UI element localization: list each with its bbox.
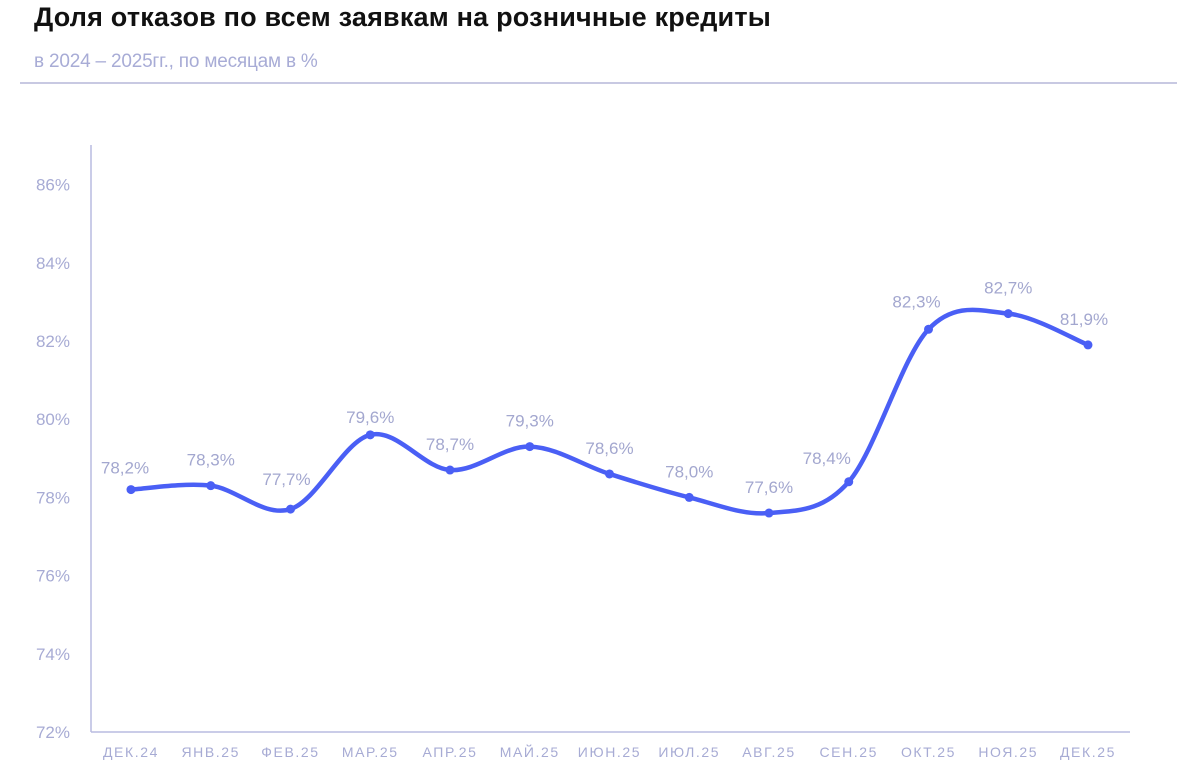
data-label: 77,6% bbox=[745, 478, 793, 497]
data-point-marker bbox=[365, 430, 375, 440]
x-tick-label: МАР.25 bbox=[342, 744, 399, 760]
data-point-marker bbox=[286, 504, 295, 514]
data-point-marker bbox=[206, 481, 216, 491]
x-tick-label: АПР.25 bbox=[423, 744, 478, 760]
data-point-marker bbox=[1003, 309, 1013, 319]
data-label: 78,3% bbox=[187, 451, 235, 470]
x-tick-label: ЯНВ.25 bbox=[181, 744, 240, 760]
data-label: 78,6% bbox=[585, 439, 633, 458]
data-label: 82,7% bbox=[984, 279, 1032, 298]
x-tick-labels: ДЕК.24 ЯНВ.25 ФЕВ.25 МАР.25 АПР.25 МАЙ.25 ИЮН.… bbox=[103, 743, 1116, 760]
data-label: 78,0% bbox=[665, 462, 713, 481]
header-divider bbox=[20, 82, 1177, 84]
y-tick-label: 86% bbox=[36, 176, 70, 195]
x-tick-label: ФЕВ.25 bbox=[261, 744, 319, 760]
data-point-marker bbox=[684, 492, 694, 502]
y-tick-label: 78% bbox=[36, 488, 70, 507]
data-point-marker bbox=[844, 477, 854, 487]
x-tick-label: ДЕК.24 bbox=[103, 744, 159, 760]
data-series: 78,2% 78,3% 77,7% 79,6% 78,7% 79,3% 78,6% 78,0%… bbox=[101, 279, 1108, 518]
y-tick-label: 80% bbox=[36, 410, 70, 429]
y-tick-label: 76% bbox=[36, 567, 70, 586]
data-point-marker bbox=[924, 324, 933, 334]
x-tick-label: НОЯ.25 bbox=[978, 744, 1038, 760]
chart-subtitle: в 2024 – 2025гг., по месяцам в % bbox=[34, 51, 318, 72]
x-tick-label: ДЕК.25 bbox=[1060, 744, 1116, 760]
y-tick-label: 82% bbox=[36, 332, 70, 351]
y-tick-label: 74% bbox=[36, 645, 70, 664]
x-tick-label: ИЮН.25 bbox=[578, 744, 641, 760]
y-tick-labels: 72% 74% 76% 78% 80% 82% 84% 86% bbox=[36, 176, 70, 742]
data-labels: 78,2% 78,3% 77,7% 79,6% 78,7% 79,3% 78,6% 78,0%… bbox=[101, 279, 1108, 497]
x-tick-label: ОКТ.25 bbox=[901, 744, 956, 760]
x-tick-label: АВГ.25 bbox=[742, 744, 796, 760]
data-point-marker bbox=[525, 442, 535, 452]
x-axis: ДЕК.24 ЯНВ.25 ФЕВ.25 МАР.25 АПР.25 МАЙ.25 ИЮН.… bbox=[91, 731, 1130, 760]
data-label: 82,3% bbox=[892, 292, 940, 311]
data-point-marker bbox=[126, 485, 136, 495]
y-tick-label: 72% bbox=[36, 723, 70, 742]
x-tick-label: МАЙ.25 bbox=[500, 743, 560, 760]
data-label: 79,3% bbox=[506, 412, 554, 431]
data-point-marker bbox=[764, 508, 774, 518]
y-axis: 72% 74% 76% 78% 80% 82% 84% 86% bbox=[36, 145, 92, 742]
data-label: 78,4% bbox=[803, 449, 851, 468]
chart-title: Доля отказов по всем заявкам на розничны… bbox=[34, 2, 772, 32]
series-markers bbox=[126, 309, 1093, 518]
data-point-marker bbox=[1083, 340, 1093, 350]
y-tick-label: 84% bbox=[36, 254, 70, 273]
data-label: 79,6% bbox=[346, 408, 394, 427]
data-point-marker bbox=[605, 469, 614, 479]
data-label: 81,9% bbox=[1060, 310, 1108, 329]
data-point-marker bbox=[445, 465, 455, 475]
data-label: 78,2% bbox=[101, 459, 149, 478]
x-tick-label: ИЮЛ.25 bbox=[658, 744, 720, 760]
data-label: 77,7% bbox=[262, 470, 310, 489]
data-label: 78,7% bbox=[426, 435, 474, 454]
x-tick-label: СЕН.25 bbox=[819, 744, 878, 760]
